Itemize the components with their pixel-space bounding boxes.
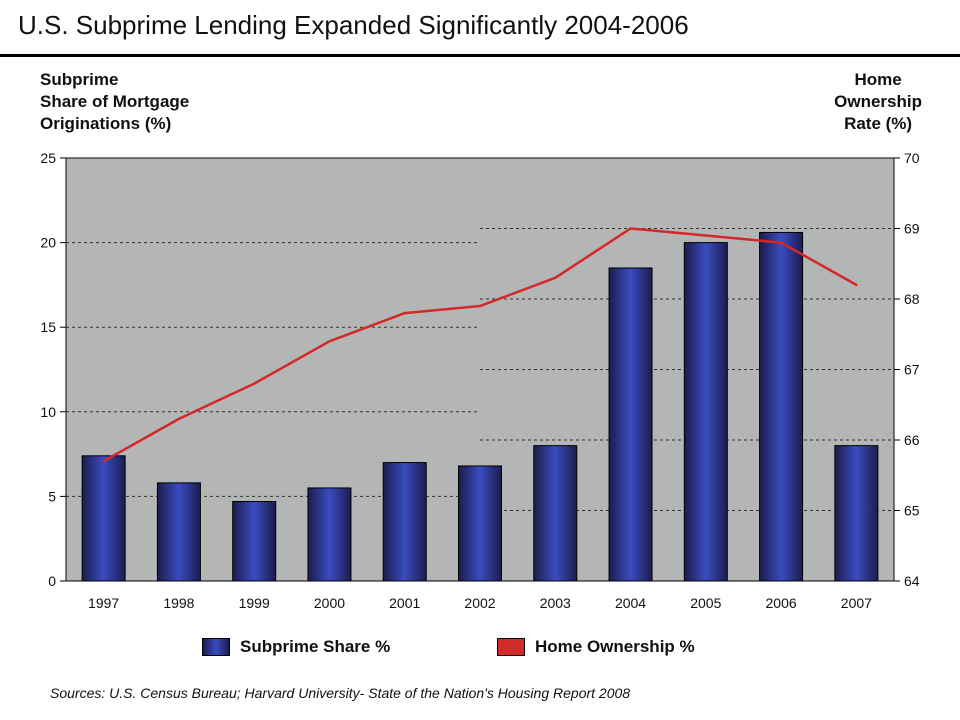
bar-subprime-1997 [81, 455, 126, 582]
bar-subprime-2000 [307, 487, 352, 582]
bar-subprime-2004 [608, 267, 653, 582]
right-axis-title-line: Ownership [834, 92, 922, 111]
right-axis-title-line: Home [854, 70, 902, 89]
x-tick-label: 2004 [615, 595, 646, 611]
point-home-ownership-2000 [328, 340, 331, 343]
bar-subprime-1998 [156, 482, 201, 582]
legend-item-home-ownership: Home Ownership % [497, 636, 695, 658]
y-tick-label-left: 15 [40, 319, 56, 335]
legend-label-home-ownership: Home Ownership % [535, 637, 695, 656]
x-tick-label: 1998 [163, 595, 194, 611]
bar-subprime-2002 [458, 465, 502, 582]
x-tick-label: 1997 [88, 595, 119, 611]
bar-subprime-2005 [683, 242, 728, 582]
x-tick-label: 2001 [389, 595, 420, 611]
y-tick-label-left: 0 [48, 573, 56, 589]
point-home-ownership-2004 [629, 227, 632, 230]
legend-swatch-bar [202, 638, 230, 656]
point-home-ownership-2001 [403, 311, 406, 315]
legend-item-subprime: Subprime Share % [202, 636, 390, 658]
y-tick-label-left: 10 [40, 404, 56, 420]
bar-subprime-2001 [382, 462, 427, 582]
right-axis-title: Home Ownership Rate (%) [834, 69, 922, 135]
y-tick-label-right: 69 [904, 221, 920, 237]
bar-subprime-1999 [232, 500, 277, 582]
x-tick-label: 1999 [239, 595, 270, 611]
point-home-ownership-2007 [855, 283, 858, 287]
point-home-ownership-2003 [554, 276, 557, 280]
x-tick-label: 2005 [690, 595, 721, 611]
y-tick-label-left: 25 [40, 150, 56, 166]
y-tick-label-left: 5 [48, 488, 56, 504]
left-axis-title-line: Subprime [40, 70, 119, 89]
y-tick-label-right: 64 [904, 573, 920, 589]
bar-subprime-2007 [834, 445, 879, 582]
y-tick-label-right: 67 [904, 362, 920, 378]
y-tick-label-right: 66 [904, 432, 920, 448]
left-axis-title-line: Originations (%) [40, 114, 172, 133]
y-tick-label-right: 68 [904, 291, 920, 307]
title-divider [0, 54, 960, 57]
point-home-ownership-2005 [704, 234, 708, 237]
y-tick-label-right: 65 [904, 503, 920, 519]
point-home-ownership-1999 [252, 382, 256, 385]
legend-swatch-line [497, 638, 525, 656]
point-home-ownership-1998 [177, 417, 181, 421]
x-tick-label: 2007 [841, 595, 872, 611]
bar-subprime-2003 [533, 445, 578, 582]
point-home-ownership-1997 [102, 459, 105, 463]
x-tick-label: 2003 [540, 595, 571, 611]
source-note: Sources: U.S. Census Bureau; Harvard Uni… [50, 685, 631, 701]
y-tick-label-right: 70 [904, 150, 920, 166]
x-tick-label: 2006 [766, 595, 797, 611]
point-home-ownership-2002 [478, 304, 482, 308]
x-tick-label: 2000 [314, 595, 345, 611]
x-tick-label: 2002 [464, 595, 495, 611]
legend-label-subprime: Subprime Share % [240, 637, 391, 656]
left-axis-title: Subprime Share of Mortgage Originations … [40, 69, 189, 135]
bar-subprime-2006 [759, 231, 804, 582]
right-axis-title-line: Rate (%) [844, 114, 913, 133]
left-axis-title-line: Share of Mortgage [40, 92, 190, 111]
point-home-ownership-2006 [779, 241, 783, 244]
chart-title: U.S. Subprime Lending Expanded Significa… [18, 10, 689, 40]
y-tick-label-left: 20 [40, 235, 56, 251]
